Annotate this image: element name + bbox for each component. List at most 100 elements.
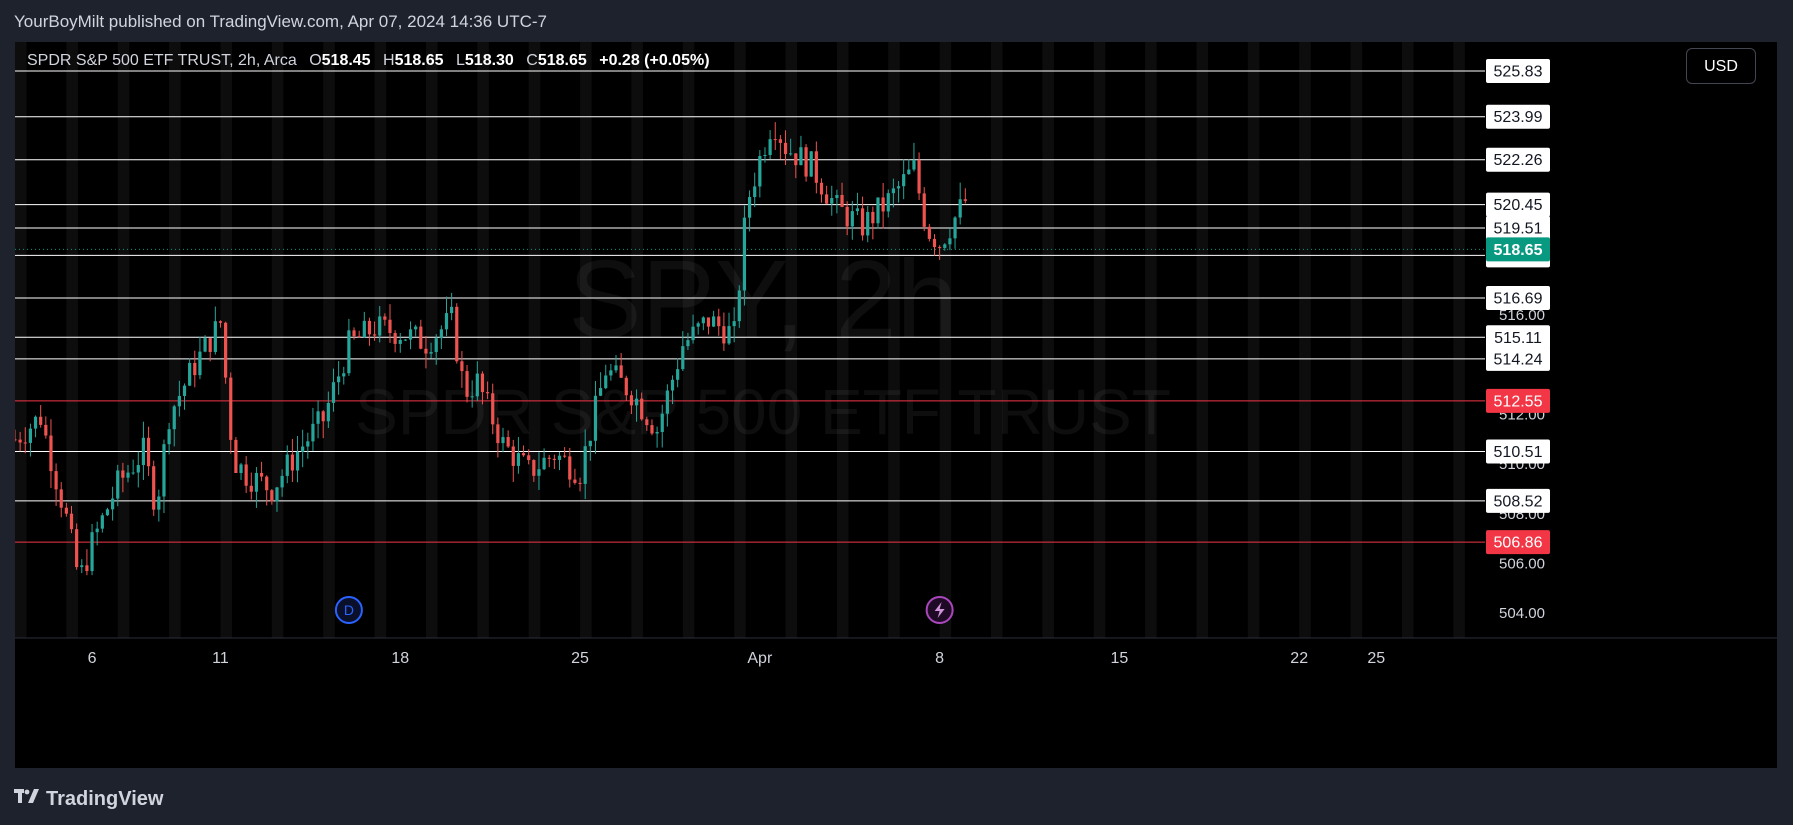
candle: [177, 380, 181, 417]
candle: [830, 185, 834, 216]
candle-body: [398, 339, 402, 344]
level-badge-value: 514.24: [1494, 351, 1543, 368]
candle-body: [470, 396, 474, 398]
candle-body: [306, 441, 310, 447]
candle: [146, 426, 151, 476]
candle-body: [311, 423, 315, 442]
candle-body: [747, 197, 752, 218]
candle: [100, 512, 104, 533]
candle-body: [239, 464, 243, 474]
tradingview-logo-icon[interactable]: [14, 788, 40, 810]
candle: [840, 182, 844, 208]
candle: [116, 464, 120, 507]
chart-area[interactable]: SPY, 2h SPDR S&P 500 ETF TRUST 504.00 506…: [15, 42, 1777, 768]
level-badge[interactable]: 522.26: [1486, 147, 1550, 172]
candle: [475, 361, 479, 402]
candle-body: [501, 437, 505, 444]
level-badge-value: 520.45: [1494, 197, 1543, 214]
candle-body: [778, 139, 782, 143]
candle: [285, 445, 289, 484]
x-tick-label: 25: [571, 650, 589, 667]
candle-body: [434, 338, 438, 353]
candle: [59, 482, 63, 518]
candle-body: [943, 244, 947, 248]
candle-body: [686, 340, 690, 347]
candle-body: [280, 475, 284, 488]
candle: [599, 372, 603, 397]
candle-body: [573, 479, 577, 483]
candle: [624, 375, 628, 401]
candle-body: [619, 365, 623, 378]
candle: [229, 372, 233, 454]
level-badge[interactable]: 512.55: [1486, 388, 1550, 413]
candle: [845, 201, 849, 236]
candle-body: [275, 487, 279, 502]
candle-body: [896, 186, 901, 189]
candle: [321, 410, 325, 439]
session-stripe: [66, 42, 78, 638]
session-stripe: [1350, 42, 1363, 638]
candle: [809, 151, 813, 177]
candle-body: [59, 489, 63, 508]
currency-button[interactable]: USD: [1686, 48, 1756, 84]
candle-body: [378, 316, 382, 336]
candle-body: [342, 373, 346, 377]
candle-body: [624, 377, 628, 396]
candle: [634, 389, 639, 422]
x-tick-label: 8: [935, 650, 944, 667]
level-badge[interactable]: 506.86: [1486, 530, 1550, 555]
lightning-marker-icon[interactable]: [925, 596, 954, 624]
candle: [126, 464, 130, 483]
candle: [907, 159, 911, 175]
candle: [819, 178, 824, 203]
candle-body: [953, 217, 957, 239]
level-badge[interactable]: 519.51: [1486, 216, 1550, 241]
candle: [80, 559, 84, 574]
candle: [33, 415, 38, 438]
level-badge[interactable]: 516.69: [1486, 286, 1550, 311]
candle: [69, 505, 74, 534]
tradingview-brand[interactable]: TradingView: [46, 787, 164, 810]
d-marker-icon[interactable]: D: [334, 596, 363, 624]
session-stripe: [1453, 42, 1465, 638]
legend-close-label: C: [526, 52, 538, 69]
level-badge[interactable]: 515.11: [1486, 325, 1550, 350]
current-price-badge[interactable]: 518.65: [1486, 237, 1550, 262]
level-badge[interactable]: 510.51: [1486, 439, 1550, 464]
candle-body: [18, 439, 22, 443]
session-stripe: [785, 42, 798, 638]
candle-body: [141, 437, 146, 466]
candle-body: [218, 321, 223, 323]
candle: [542, 448, 546, 471]
candle-body: [152, 466, 156, 510]
candle: [568, 447, 572, 488]
candle: [28, 423, 33, 457]
candle: [383, 313, 387, 326]
level-badge-value: 516.69: [1494, 291, 1543, 308]
candle-body: [804, 147, 808, 177]
candle-body: [259, 472, 264, 477]
level-badge[interactable]: 525.83: [1486, 59, 1550, 84]
candle: [75, 523, 79, 570]
level-badge[interactable]: 508.52: [1486, 488, 1550, 513]
candle-body: [701, 317, 705, 324]
candle-body: [665, 390, 669, 414]
candle-body: [270, 490, 274, 502]
candle-body: [809, 151, 813, 177]
session-stripe: [374, 42, 387, 638]
candle: [511, 439, 515, 482]
level-badge[interactable]: 523.99: [1486, 104, 1550, 129]
level-badge[interactable]: 520.45: [1486, 192, 1550, 217]
session-stripe: [580, 42, 592, 638]
session-stripe: [836, 42, 849, 638]
candle: [963, 188, 967, 204]
candle: [372, 321, 377, 341]
candle: [932, 234, 937, 256]
candle-body: [881, 197, 885, 212]
candle: [388, 304, 392, 343]
session-stripe: [271, 42, 284, 638]
candle-body: [938, 247, 942, 249]
price-chart[interactable]: SPY, 2h SPDR S&P 500 ETF TRUST 504.00 506…: [15, 42, 1777, 768]
candle: [547, 455, 551, 468]
level-badge[interactable]: 514.24: [1486, 346, 1550, 371]
